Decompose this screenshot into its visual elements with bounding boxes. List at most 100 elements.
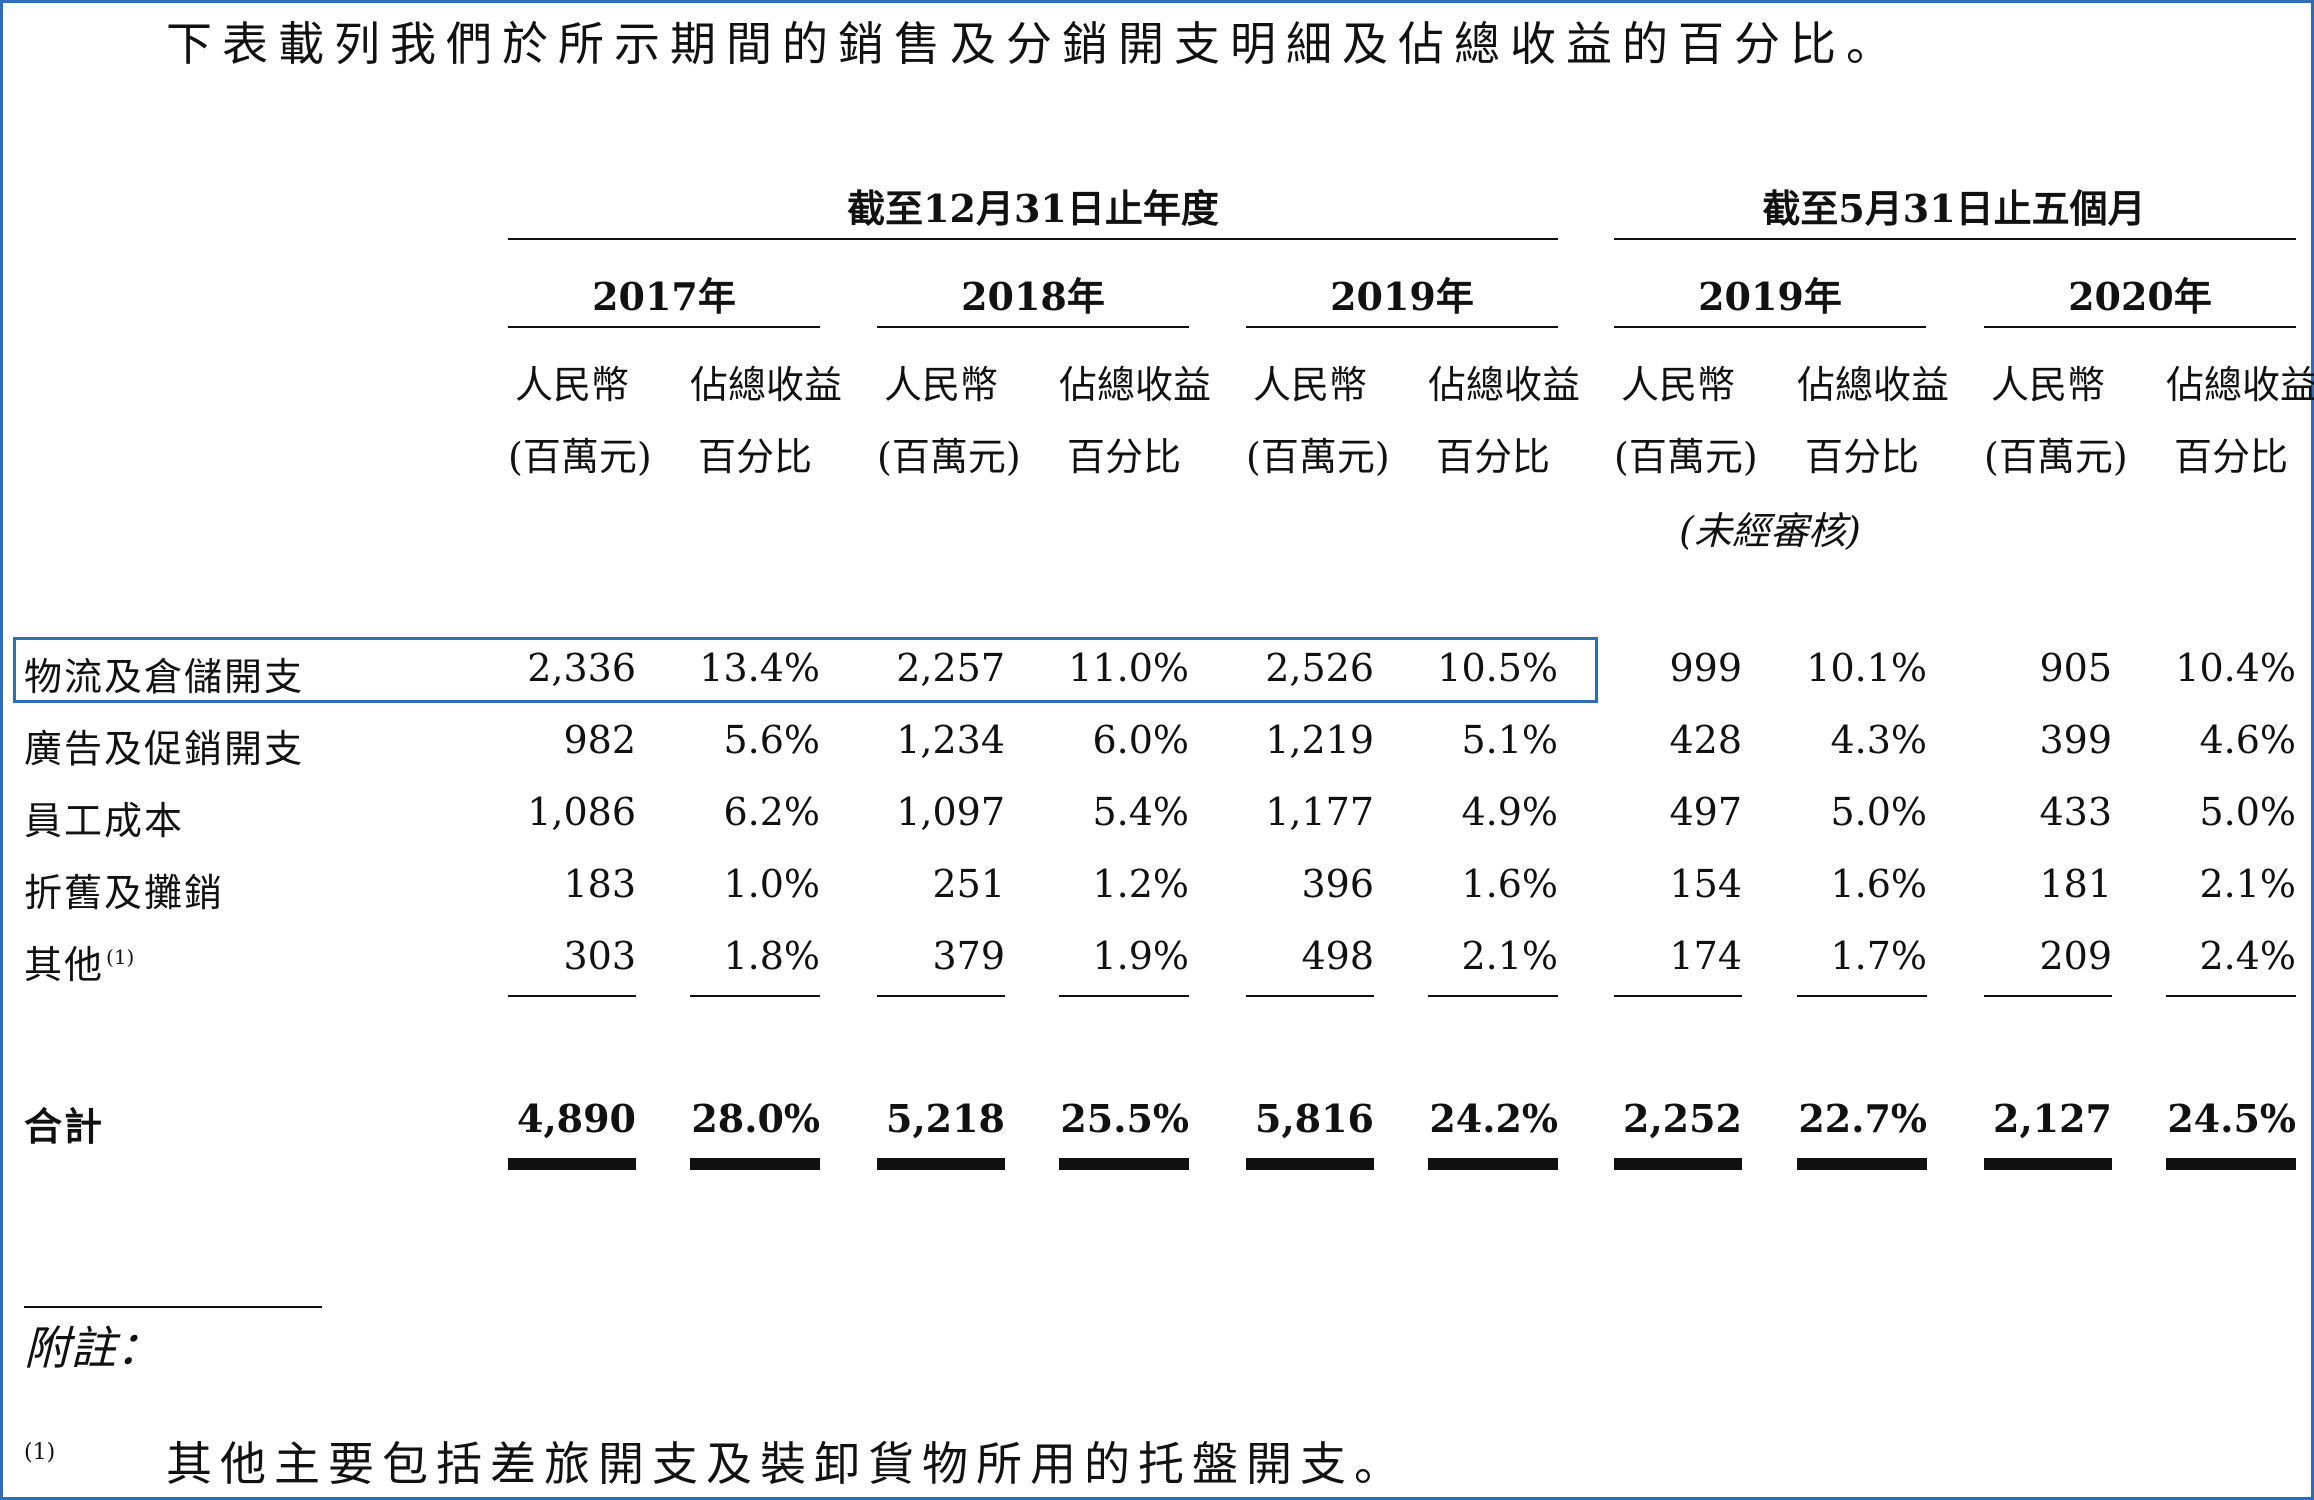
year-header-2020-ytd: 2020年 [2068, 274, 2212, 319]
col-header-rmb-unit: (百萬元) [1614, 435, 1758, 479]
cell-amount: 498 [1301, 934, 1374, 978]
col-header-pct-unit: 百分比 [1804, 435, 1919, 479]
subtotal-rule [1059, 995, 1189, 997]
cell-percent: 1.9% [1092, 934, 1189, 978]
col-header-rmb-unit: (百萬元) [877, 435, 1021, 479]
cell-amount: 209 [2039, 934, 2112, 978]
cell-percent: 1.2% [1092, 862, 1189, 906]
cell-percent: 1.7% [1830, 934, 1927, 978]
subtotal-rule [877, 995, 1005, 997]
cell-amount: 183 [563, 862, 636, 906]
total-amount: 4,890 [517, 1096, 636, 1141]
total-percent: 22.7% [1798, 1096, 1927, 1141]
notes-rule [24, 1306, 322, 1308]
cell-percent: 2.1% [1461, 934, 1558, 978]
cell-percent: 1.8% [723, 934, 820, 978]
subtotal-rule [2166, 995, 2296, 997]
cell-percent: 1.0% [723, 862, 820, 906]
col-header-pct: 佔總收益 [1428, 363, 1581, 407]
col-header-rmb: 人民幣 [514, 363, 629, 407]
total-double-rule [1797, 1158, 1927, 1170]
cell-percent: 1.6% [1461, 862, 1558, 906]
row-label-advertising: 廣告及促銷開支 [24, 727, 305, 771]
group-header-five-months: 截至5月31日止五個月 [1762, 186, 2146, 231]
cell-amount: 497 [1669, 790, 1742, 834]
col-header-rmb-unit: (百萬元) [508, 435, 652, 479]
col-header-pct: 佔總收益 [690, 363, 843, 407]
year-header-2018: 2018年 [961, 274, 1105, 319]
cell-percent: 1.6% [1830, 862, 1927, 906]
cell-percent: 4.9% [1461, 790, 1558, 834]
total-double-rule [690, 1158, 820, 1170]
cell-amount: 174 [1669, 934, 1742, 978]
cell-percent: 5.0% [2199, 790, 2296, 834]
col-header-pct: 佔總收益 [1059, 363, 1212, 407]
row-label-depreciation: 折舊及攤銷 [24, 871, 225, 915]
col-header-pct-unit: 百分比 [1066, 435, 1181, 479]
col-header-pct-unit: 百分比 [2173, 435, 2288, 479]
cell-amount: 251 [932, 862, 1005, 906]
cell-amount: 2,336 [527, 646, 636, 690]
cell-amount: 181 [2039, 862, 2112, 906]
col-header-pct-unit: 百分比 [697, 435, 812, 479]
total-amount: 2,127 [1993, 1096, 2112, 1141]
cell-amount: 2,257 [896, 646, 1005, 690]
group-header-year-ended: 截至12月31日止年度 [847, 186, 1219, 231]
subtotal-rule [1246, 995, 1374, 997]
total-percent: 24.5% [2167, 1096, 2296, 1141]
footnote-text: 其他主要包括差旅開支及裝卸貨物所用的托盤開支。 [166, 1437, 1408, 1491]
cell-percent: 2.1% [2199, 862, 2296, 906]
cell-amount: 433 [2039, 790, 2112, 834]
year-underline [1614, 326, 1926, 328]
unaudited-note: (未經審核) [1679, 509, 1861, 553]
subtotal-rule [1614, 995, 1742, 997]
footnote-marker: (1) [24, 1440, 56, 1465]
year-underline [508, 326, 820, 328]
cell-amount: 1,177 [1265, 790, 1374, 834]
total-percent: 25.5% [1060, 1096, 1189, 1141]
total-double-rule [2166, 1158, 2296, 1170]
total-double-rule [1246, 1158, 1374, 1170]
cell-percent: 5.4% [1092, 790, 1189, 834]
col-header-rmb: 人民幣 [883, 363, 998, 407]
subtotal-rule [1797, 995, 1927, 997]
year-header-2017: 2017年 [592, 274, 736, 319]
cell-amount: 303 [563, 934, 636, 978]
total-percent: 28.0% [691, 1096, 820, 1141]
col-header-pct-unit: 百分比 [1435, 435, 1550, 479]
year-underline [877, 326, 1189, 328]
cell-percent: 4.3% [1830, 718, 1927, 762]
cell-amount: 905 [2039, 646, 2112, 690]
cell-amount: 982 [563, 718, 636, 762]
cell-percent: 2.4% [2199, 934, 2296, 978]
col-header-pct: 佔總收益 [1797, 363, 1950, 407]
cell-amount: 1,219 [1265, 718, 1374, 762]
total-double-rule [1428, 1158, 1558, 1170]
cell-percent: 10.5% [1437, 646, 1558, 690]
cell-amount: 396 [1301, 862, 1374, 906]
cell-amount: 1,234 [896, 718, 1005, 762]
cell-amount: 999 [1669, 646, 1742, 690]
row-label-total: 合計 [24, 1104, 105, 1149]
cell-percent: 6.0% [1092, 718, 1189, 762]
subtotal-rule [690, 995, 820, 997]
total-double-rule [877, 1158, 1005, 1170]
cell-percent: 10.1% [1806, 646, 1927, 690]
cell-percent: 5.6% [723, 718, 820, 762]
cell-amount: 1,097 [896, 790, 1005, 834]
subtotal-rule [508, 995, 636, 997]
total-percent: 24.2% [1429, 1096, 1558, 1141]
group-underline [1614, 238, 2296, 240]
year-header-2019: 2019年 [1330, 274, 1474, 319]
cell-amount: 399 [2039, 718, 2112, 762]
cell-amount: 2,526 [1265, 646, 1374, 690]
col-header-rmb-unit: (百萬元) [1984, 435, 2128, 479]
total-double-rule [1614, 1158, 1742, 1170]
intro-sentence: 下表載列我們於所示期間的銷售及分銷開支明細及佔總收益的百分比。 [166, 17, 1902, 71]
total-amount: 5,218 [886, 1096, 1005, 1141]
total-amount: 2,252 [1623, 1096, 1742, 1141]
total-amount: 5,816 [1255, 1096, 1374, 1141]
notes-heading: 附註： [24, 1321, 162, 1375]
subtotal-rule [1428, 995, 1558, 997]
cell-percent: 5.1% [1461, 718, 1558, 762]
